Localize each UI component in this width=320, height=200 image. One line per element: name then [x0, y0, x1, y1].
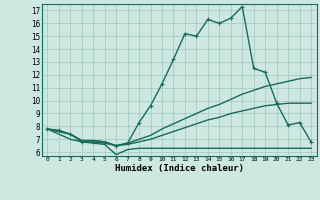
X-axis label: Humidex (Indice chaleur): Humidex (Indice chaleur) — [115, 164, 244, 173]
